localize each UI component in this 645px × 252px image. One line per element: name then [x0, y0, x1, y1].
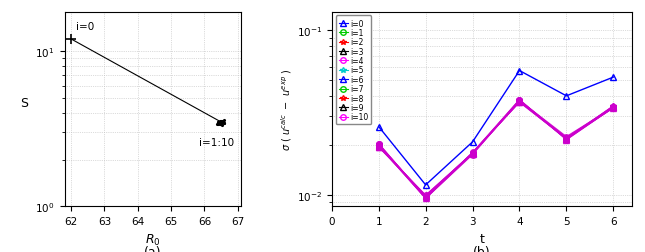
Text: (b): (b): [473, 245, 491, 252]
Y-axis label: $\sigma\ (\ u^{calc}\ -\ u^{exp}\ )$: $\sigma\ (\ u^{calc}\ -\ u^{exp}\ )$: [279, 68, 294, 151]
Y-axis label: S: S: [20, 97, 28, 110]
Text: i=0: i=0: [76, 22, 94, 32]
i=0: [375, 125, 382, 129]
X-axis label: $R_0$: $R_0$: [145, 232, 161, 247]
i=0: [562, 95, 570, 98]
i=0: [515, 70, 523, 73]
Line: i=0: i=0: [375, 68, 617, 188]
Text: i=1:10: i=1:10: [199, 138, 235, 147]
i=0: [422, 184, 430, 187]
Text: (a): (a): [144, 245, 162, 252]
Legend: i=0, i=1, i=2, i=3, i=4, i=5, i=6, i=7, i=8, i=9, i=10: i=0, i=1, i=2, i=3, i=4, i=5, i=6, i=7, …: [335, 16, 372, 125]
i=0: [610, 76, 617, 79]
i=0: [469, 141, 477, 144]
X-axis label: t: t: [479, 232, 484, 245]
